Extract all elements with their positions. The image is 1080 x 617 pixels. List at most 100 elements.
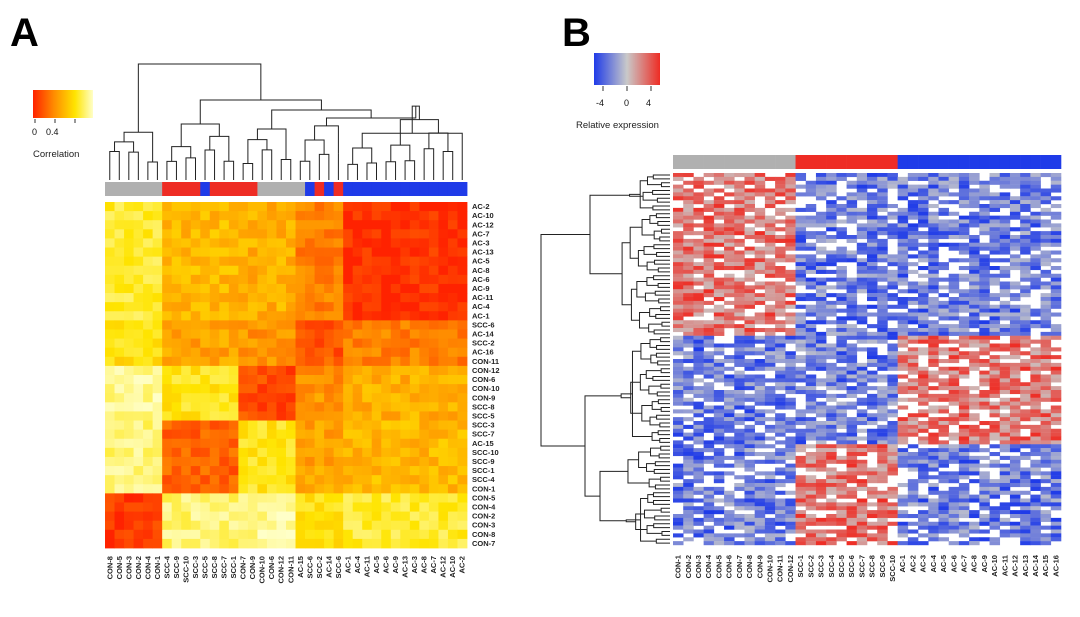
heatmap-b-cell bbox=[1050, 231, 1062, 236]
heatmap-a-cell bbox=[190, 447, 201, 458]
heatmap-a-cell bbox=[314, 265, 325, 276]
heatmap-b-cell bbox=[928, 537, 939, 542]
heatmap-a-cell bbox=[419, 511, 430, 522]
heatmap-a-cell bbox=[257, 447, 268, 458]
heatmap-b-cell bbox=[703, 448, 715, 453]
heatmap-b-cell bbox=[754, 471, 766, 476]
heatmap-b-cell bbox=[887, 397, 898, 402]
heatmap-b-cell bbox=[826, 393, 837, 398]
heatmap-b-cell bbox=[887, 393, 898, 398]
heatmap-a-cell bbox=[381, 420, 392, 431]
heatmap-b-cell bbox=[1030, 176, 1041, 181]
heatmap-b-cell bbox=[969, 343, 980, 348]
heatmap-b-cell bbox=[856, 215, 868, 220]
heatmap-b-cell bbox=[1030, 366, 1041, 371]
heatmap-b-cell bbox=[744, 378, 755, 383]
heatmap-a-cell bbox=[190, 283, 201, 294]
heatmap-b-cell bbox=[856, 269, 868, 274]
heatmap-b-cell bbox=[744, 331, 755, 336]
heatmap-a-cell bbox=[266, 456, 277, 467]
heatmap-b-cell bbox=[938, 397, 949, 402]
heatmap-b-cell bbox=[1020, 502, 1031, 507]
heatmap-a-cell bbox=[152, 538, 163, 549]
heatmap-b-cell bbox=[673, 235, 684, 240]
heatmap-b-cell bbox=[867, 521, 878, 526]
heatmap-b-cell bbox=[918, 223, 929, 228]
heatmap-a-cell bbox=[333, 329, 344, 339]
heatmap-a-cell bbox=[381, 520, 392, 531]
heatmap-a-cell bbox=[371, 429, 382, 440]
heatmap-a-cell bbox=[190, 356, 201, 367]
heatmap-b-cell bbox=[948, 192, 960, 197]
heatmap-b-cell bbox=[1050, 529, 1062, 534]
heatmap-b-cell bbox=[683, 238, 694, 243]
heatmap-b-cell bbox=[734, 378, 745, 383]
heatmap-b-cell bbox=[713, 223, 725, 228]
heatmap-b-cell bbox=[734, 413, 745, 418]
heatmap-b-cell bbox=[673, 192, 684, 197]
heatmap-a-cell bbox=[419, 247, 430, 258]
heatmap-a-cell bbox=[152, 411, 163, 421]
heatmap-b-cell bbox=[673, 525, 684, 530]
col-label-a: CON-5 bbox=[115, 556, 124, 579]
group-bar-a-cell bbox=[362, 182, 373, 196]
heatmap-b-cell bbox=[754, 285, 766, 290]
group-bar-b-cell bbox=[703, 155, 715, 169]
heatmap-b-cell bbox=[795, 479, 807, 484]
heatmap-b-cell bbox=[744, 386, 755, 391]
heatmap-b-cell bbox=[683, 359, 694, 364]
heatmap-b-cell bbox=[938, 235, 949, 240]
heatmap-b-cell bbox=[1020, 250, 1031, 255]
heatmap-b-cell bbox=[785, 417, 796, 422]
heatmap-a-cell bbox=[266, 375, 277, 385]
heatmap-b-cell bbox=[999, 467, 1011, 472]
row-label-a: AC-1 bbox=[472, 311, 490, 320]
heatmap-a-cell bbox=[162, 484, 173, 494]
heatmap-b-cell bbox=[969, 277, 980, 282]
heatmap-b-cell bbox=[1020, 320, 1031, 325]
heatmap-b-cell bbox=[887, 312, 898, 317]
heatmap-a-cell bbox=[447, 320, 458, 330]
heatmap-a-cell bbox=[333, 393, 344, 403]
heatmap-a-cell bbox=[381, 529, 392, 540]
heatmap-b-cell bbox=[1040, 436, 1052, 441]
heatmap-a-cell bbox=[390, 475, 401, 485]
heatmap-b-cell bbox=[958, 374, 970, 379]
heatmap-b-cell bbox=[815, 490, 827, 495]
heatmap-b-cell bbox=[958, 316, 970, 321]
heatmap-b-cell bbox=[1040, 331, 1052, 336]
heatmap-b-cell bbox=[713, 277, 725, 282]
col-label-a: CON-2 bbox=[134, 556, 143, 579]
heatmap-a-cell bbox=[438, 247, 449, 258]
heatmap-b-cell bbox=[907, 320, 919, 325]
heatmap-a-cell bbox=[371, 247, 382, 258]
heatmap-b-cell bbox=[877, 331, 888, 336]
heatmap-b-cell bbox=[673, 273, 684, 278]
heatmap-b-cell bbox=[1040, 475, 1052, 480]
heatmap-b-cell bbox=[856, 486, 868, 491]
heatmap-b-cell bbox=[724, 316, 735, 321]
heatmap-a-cell bbox=[314, 502, 325, 512]
heatmap-a-cell bbox=[428, 247, 439, 258]
heatmap-b-cell bbox=[989, 219, 1001, 224]
heatmap-b-cell bbox=[877, 448, 888, 453]
heatmap-a-cell bbox=[457, 456, 468, 467]
heatmap-b-cell bbox=[815, 521, 827, 526]
heatmap-b-cell bbox=[1050, 188, 1062, 193]
heatmap-b-cell bbox=[826, 436, 837, 441]
heatmap-b-cell bbox=[703, 355, 715, 360]
heatmap-b-cell bbox=[805, 359, 817, 364]
heatmap-a-cell bbox=[362, 220, 373, 230]
heatmap-b-cell bbox=[958, 386, 970, 391]
heatmap-b-cell bbox=[795, 227, 807, 232]
heatmap-b-cell bbox=[846, 428, 858, 433]
heatmap-b-cell bbox=[887, 335, 898, 340]
heatmap-b-cell bbox=[1030, 374, 1041, 379]
heatmap-b-cell bbox=[744, 200, 755, 205]
heatmap-b-cell bbox=[846, 196, 858, 201]
heatmap-b-cell bbox=[805, 541, 817, 546]
heatmap-a-cell bbox=[390, 302, 401, 312]
heatmap-b-cell bbox=[969, 498, 980, 503]
heatmap-b-cell bbox=[785, 331, 796, 336]
heatmap-a-cell bbox=[266, 220, 277, 230]
